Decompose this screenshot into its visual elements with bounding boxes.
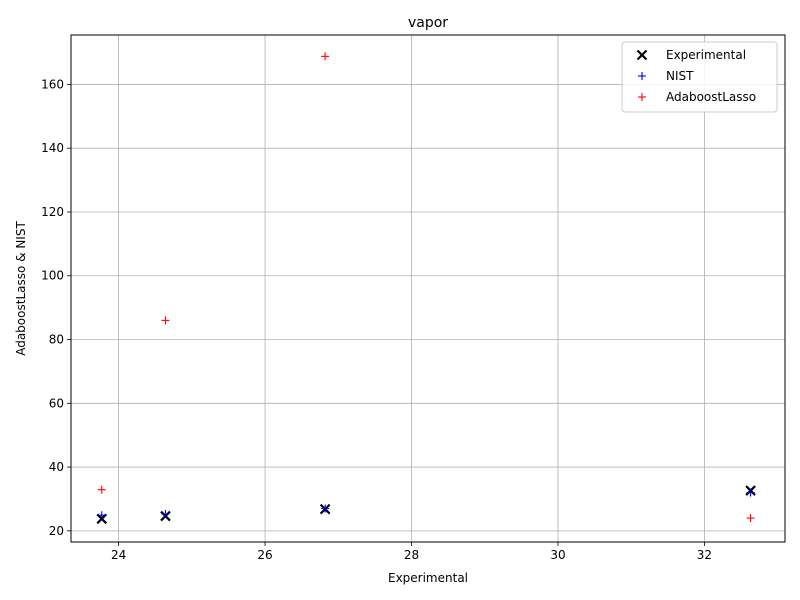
x-tick-label: 24 [111, 548, 126, 562]
adaboostlasso-point [97, 485, 106, 494]
x-tick-label: 26 [257, 548, 272, 562]
y-axis-label: AdaboostLasso & NIST [14, 221, 28, 356]
y-tick-label: 100 [41, 269, 64, 283]
axis-ticks: 24 26 28 30 32 20 40 60 80 100 120 140 160 [41, 77, 712, 562]
y-tick-label: 20 [49, 524, 64, 538]
x-tick-label: 28 [404, 548, 419, 562]
nist-point [746, 488, 755, 497]
legend-experimental-marker-stroke-b [636, 49, 648, 61]
adaboostlasso-point [746, 514, 755, 523]
legend-marker-adaboostlasso [638, 93, 646, 101]
nist-point [321, 504, 330, 513]
legend-label-nist: NIST [666, 69, 694, 83]
y-tick-label: 120 [41, 205, 64, 219]
legend-entry-adaboostlasso: AdaboostLasso [638, 90, 756, 104]
x-axis-label: Experimental [388, 571, 468, 585]
nist-point [161, 509, 170, 518]
plot-frame [70, 34, 786, 543]
legend: Experimental NIST AdaboostLasso [621, 41, 778, 113]
adaboostlasso-point [161, 316, 170, 325]
y-tick-label: 160 [41, 77, 64, 91]
y-tick-label: 140 [41, 141, 64, 155]
legend-marker-nist [638, 72, 646, 80]
y-tick-label: 60 [49, 396, 64, 410]
data-marks [96, 52, 756, 525]
legend-label-adaboostlasso: AdaboostLasso [666, 90, 756, 104]
legend-entry-nist: NIST [638, 69, 694, 83]
chart-title: vapor [408, 15, 448, 31]
adaboostlasso-point [321, 52, 330, 61]
legend-box [621, 41, 778, 113]
grid-lines [71, 35, 785, 542]
legend-entry-experimental: Experimental [636, 48, 746, 62]
x-tick-label: 30 [550, 548, 565, 562]
legend-marker-experimental [636, 49, 648, 61]
y-tick-label: 80 [49, 333, 64, 347]
y-tick-label: 40 [49, 460, 64, 474]
legend-label-experimental: Experimental [666, 48, 746, 62]
x-tick-label: 32 [697, 548, 712, 562]
nist-point [97, 511, 106, 520]
